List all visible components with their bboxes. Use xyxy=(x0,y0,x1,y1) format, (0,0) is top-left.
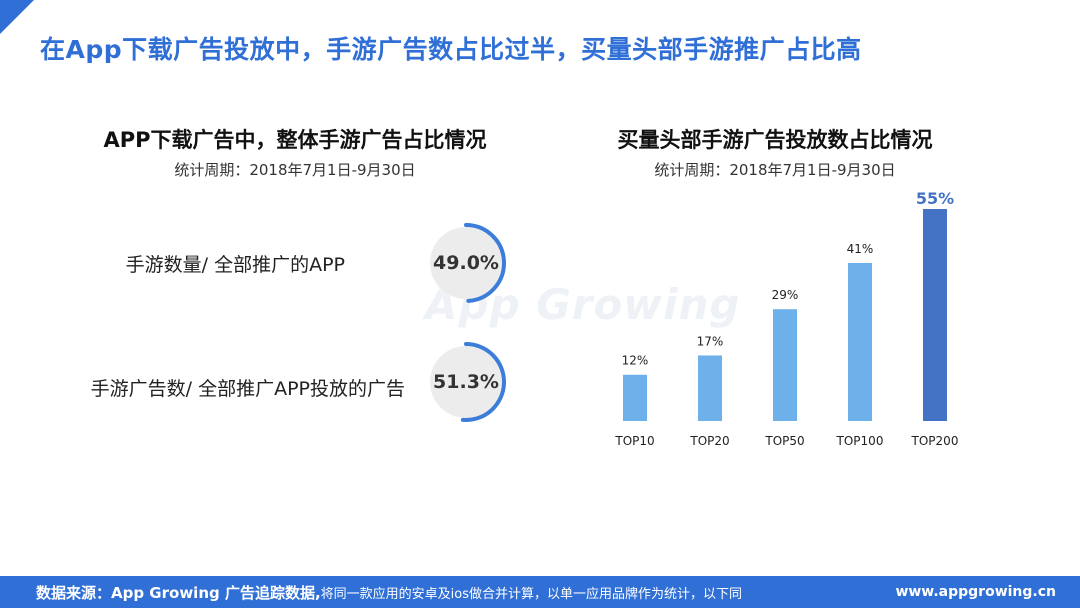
footer-url: www.appgrowing.cn xyxy=(895,584,1056,600)
bar-top50 xyxy=(773,309,797,421)
corner-accent xyxy=(0,0,34,34)
ring-arc xyxy=(460,342,506,422)
tick-label-top50: TOP50 xyxy=(764,434,804,448)
footer-source-rest: 将同一款应用的安卓及ios做合并计算，以单一应用品牌作为统计，以下同 xyxy=(320,586,743,602)
chart-title: 买量头部手游广告投放数占比情况 xyxy=(617,128,933,152)
footer-source-lead: 数据来源：App Growing 广告追踪数据, xyxy=(36,583,321,602)
ring-games-count: 49.0% xyxy=(430,223,506,303)
ring-value-games-count: 49.0% xyxy=(433,252,499,274)
chart-subtitle: 统计周期：2018年7月1日-9月30日 xyxy=(654,161,896,179)
bar-top200 xyxy=(923,209,947,421)
ring-value-games-ads: 51.3% xyxy=(433,371,499,393)
footer-bar: 数据来源：App Growing 广告追踪数据,将同一款应用的安卓及ios做合并… xyxy=(0,576,1080,608)
data-label-top50: 29% xyxy=(772,288,799,302)
left-panel-subtitle: 统计周期：2018年7月1日-9月30日 xyxy=(174,161,416,179)
tick-label-top10: TOP10 xyxy=(614,434,654,448)
row-label-games-count: 手游数量/ 全部推广的APP xyxy=(125,254,345,276)
bar-top10 xyxy=(623,374,647,421)
tick-label-top20: TOP20 xyxy=(689,434,729,448)
tick-label-top100: TOP100 xyxy=(836,434,884,448)
left-panel-title: APP下载广告中，整体手游广告占比情况 xyxy=(103,128,487,152)
ring-games-ads: 51.3% xyxy=(430,342,506,422)
bar-chart: 12% TOP10 17% TOP20 29% TOP50 41% TOP100 55% TOP2… xyxy=(614,189,959,448)
data-label-top100: 41% xyxy=(847,242,874,256)
bar-top20 xyxy=(698,355,722,421)
data-label-top200: 55% xyxy=(916,189,954,208)
data-label-top20: 17% xyxy=(697,334,724,348)
row-label-games-ads: 手游广告数/ 全部推广APP投放的广告 xyxy=(90,378,405,400)
bar-top100 xyxy=(848,262,872,421)
tick-label-top200: TOP200 xyxy=(911,434,959,448)
ring-arc xyxy=(464,223,506,303)
footer-source: 数据来源：App Growing 广告追踪数据,将同一款应用的安卓及ios做合并… xyxy=(36,582,742,603)
data-label-top10: 12% xyxy=(622,354,649,368)
page-title: 在App下载广告投放中，手游广告数占比过半，买量头部手游推广占比高 xyxy=(40,35,862,64)
